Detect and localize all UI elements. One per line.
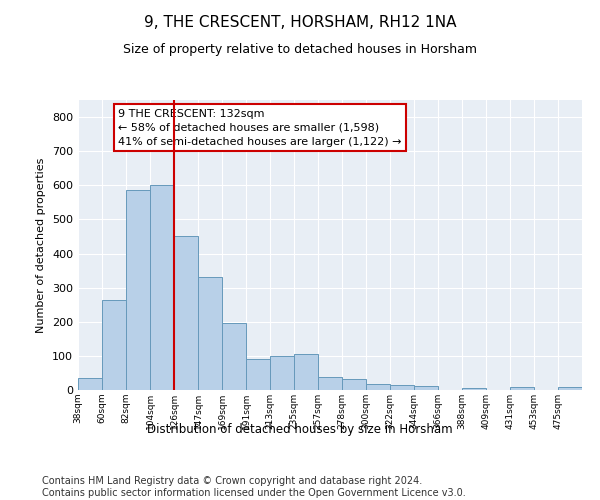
Bar — [414, 386, 438, 390]
Bar — [102, 300, 126, 390]
Bar — [294, 354, 318, 390]
Bar — [174, 236, 198, 390]
Text: 9, THE CRESCENT, HORSHAM, RH12 1NA: 9, THE CRESCENT, HORSHAM, RH12 1NA — [144, 15, 456, 30]
Text: Size of property relative to detached houses in Horsham: Size of property relative to detached ho… — [123, 42, 477, 56]
Y-axis label: Number of detached properties: Number of detached properties — [37, 158, 46, 332]
Bar — [222, 324, 246, 390]
Text: Contains HM Land Registry data © Crown copyright and database right 2024.
Contai: Contains HM Land Registry data © Crown c… — [42, 476, 466, 498]
Bar — [342, 378, 366, 390]
Bar — [78, 378, 102, 390]
Bar — [270, 356, 294, 390]
Bar — [150, 186, 174, 390]
Bar — [462, 388, 486, 390]
Bar — [246, 360, 270, 390]
Bar — [510, 388, 534, 390]
Bar — [366, 384, 390, 390]
Text: 9 THE CRESCENT: 132sqm
← 58% of detached houses are smaller (1,598)
41% of semi-: 9 THE CRESCENT: 132sqm ← 58% of detached… — [118, 108, 402, 146]
Bar — [390, 384, 414, 390]
Bar — [198, 278, 222, 390]
Bar — [558, 388, 582, 390]
Bar — [126, 190, 150, 390]
Text: Distribution of detached houses by size in Horsham: Distribution of detached houses by size … — [147, 422, 453, 436]
Bar — [318, 378, 342, 390]
